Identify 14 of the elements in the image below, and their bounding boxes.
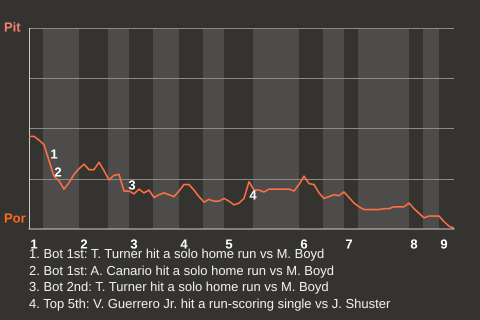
annotation: 2 [54,164,62,180]
text: 3. Bot 2nd: T. Turner hit a solo home run vs M. Boyd [29,279,330,296]
text: Por [4,210,26,226]
annotation: 1 [50,146,58,162]
text: Pit [4,20,22,35]
x-tick-label: 7 [345,236,353,252]
x-tick-label: 4 [180,236,188,252]
annotation: 3 [128,178,136,193]
text: 4. Top 5th: V. Guerrero Jr. hit a run-scoring single vs J. Shuster [29,296,390,312]
x-tick-label: 9 [440,236,448,252]
annotation: 4 [249,188,258,203]
x-tick-label: 8 [410,236,418,252]
text: 2. Bot 1st: A. Canario hit a solo home run vs M. Boyd [29,262,335,279]
x-tick-label: 5 [225,236,233,252]
